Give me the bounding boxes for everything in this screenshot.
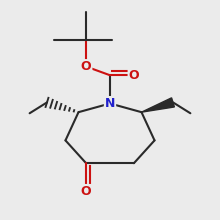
- Text: O: O: [81, 185, 92, 198]
- Text: N: N: [105, 97, 115, 110]
- Polygon shape: [141, 98, 174, 112]
- Text: O: O: [128, 69, 139, 82]
- Text: O: O: [81, 60, 92, 73]
